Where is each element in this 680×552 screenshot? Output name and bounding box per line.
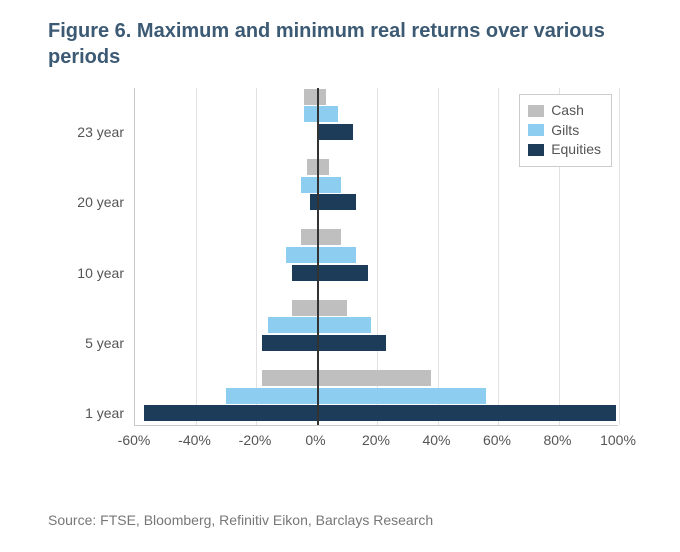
bar-equities [262, 335, 386, 351]
x-tick-label: 20% [351, 432, 401, 448]
chart-area: CashGiltsEquities -60% -40% -20% 0% 20% 40% 60… [76, 88, 618, 448]
bar-cash [262, 370, 431, 386]
legend-item: Equities [528, 140, 601, 160]
legend-label: Cash [551, 101, 584, 121]
legend-swatch [528, 105, 544, 117]
legend-swatch [528, 124, 544, 136]
zero-line [317, 88, 319, 425]
bar-equities [292, 265, 368, 281]
bar-gilts [268, 317, 371, 333]
bar-gilts [226, 388, 486, 404]
y-tick-label: 1 year [64, 405, 124, 421]
bar-gilts [304, 106, 337, 122]
bar-cash [301, 229, 340, 245]
figure-container: Figure 6. Maximum and minimum real retur… [0, 0, 680, 552]
plot-region: CashGiltsEquities [134, 88, 618, 426]
bar-cash [292, 300, 346, 316]
legend-swatch [528, 144, 544, 156]
bar-equities [144, 405, 616, 421]
figure-title: Figure 6. Maximum and minimum real retur… [48, 18, 640, 70]
legend-item: Cash [528, 101, 601, 121]
x-tick-label: 40% [412, 432, 462, 448]
x-tick-label: 80% [533, 432, 583, 448]
legend-label: Gilts [551, 121, 579, 141]
bar-gilts [286, 247, 356, 263]
legend-item: Gilts [528, 121, 601, 141]
x-tick-label: -40% [170, 432, 220, 448]
x-tick-label: -20% [230, 432, 280, 448]
legend-label: Equities [551, 140, 601, 160]
gridline [619, 88, 620, 425]
bar-cash [304, 89, 325, 105]
gridline [256, 88, 257, 425]
x-tick-label: -60% [109, 432, 159, 448]
y-tick-label: 5 year [64, 335, 124, 351]
bar-gilts [301, 177, 340, 193]
gridline [438, 88, 439, 425]
gridline [196, 88, 197, 425]
x-tick-label: 60% [472, 432, 522, 448]
y-tick-label: 10 year [64, 265, 124, 281]
x-tick-label: 100% [593, 432, 643, 448]
bar-equities [317, 124, 353, 140]
y-tick-label: 20 year [64, 194, 124, 210]
x-tick-label: 0% [291, 432, 341, 448]
y-tick-label: 23 year [64, 124, 124, 140]
gridline [498, 88, 499, 425]
legend: CashGiltsEquities [519, 94, 612, 167]
source-citation: Source: FTSE, Bloomberg, Refinitiv Eikon… [48, 512, 433, 528]
